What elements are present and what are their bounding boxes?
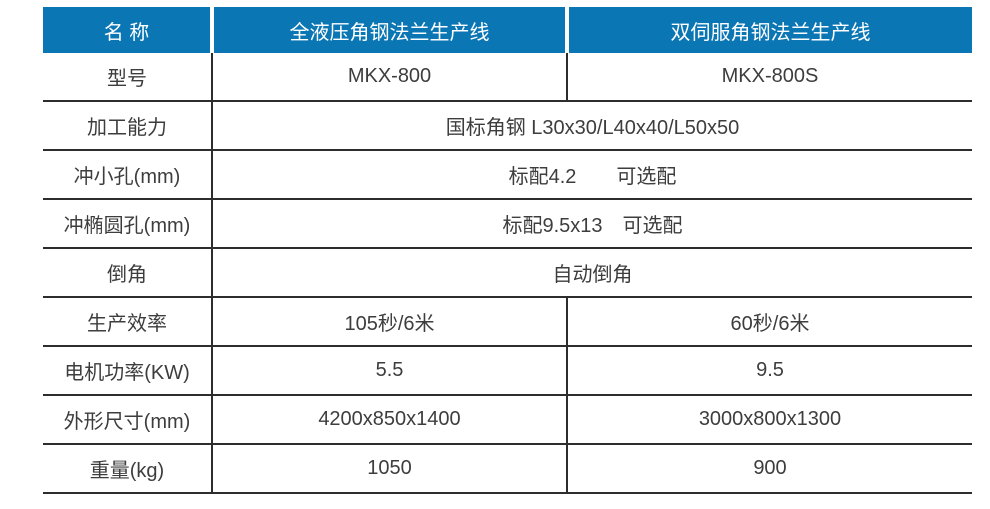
row-label: 重量(kg) <box>43 444 213 494</box>
table-row-motor-power: 电机功率(KW) 5.5 9.5 <box>43 346 972 396</box>
row-value-line2: 60秒/6米 <box>567 297 972 347</box>
row-value-line1: 105秒/6米 <box>212 297 568 347</box>
row-value-line2: 9.5 <box>567 346 972 396</box>
table-row-oval-hole: 冲椭圆孔(mm) 标配9.5x13 可选配 <box>43 199 972 249</box>
row-value-line1: MKX-800 <box>212 53 568 102</box>
row-label: 电机功率(KW) <box>43 346 213 396</box>
header-cell-line1: 全液压角钢法兰生产线 <box>210 7 567 53</box>
table-row-model: 型号 MKX-800 MKX-800S <box>43 53 972 102</box>
table-row-efficiency: 生产效率 105秒/6米 60秒/6米 <box>43 297 972 347</box>
row-value-line1: 1050 <box>212 444 568 494</box>
row-value-line2: MKX-800S <box>567 53 972 102</box>
row-label: 冲椭圆孔(mm) <box>43 199 213 249</box>
product-spec-table: 名 称 全液压角钢法兰生产线 双伺服角钢法兰生产线 型号 MKX-800 MKX… <box>43 7 972 494</box>
table-row-chamfer: 倒角 自动倒角 <box>43 248 972 298</box>
row-value-span: 自动倒角 <box>212 248 972 298</box>
header-cell-line2: 双伺服角钢法兰生产线 <box>565 7 972 53</box>
row-label: 外形尺寸(mm) <box>43 395 213 445</box>
table-row-dimensions: 外形尺寸(mm) 4200x850x1400 3000x800x1300 <box>43 395 972 445</box>
table-header-row: 名 称 全液压角钢法兰生产线 双伺服角钢法兰生产线 <box>43 7 972 53</box>
row-label: 倒角 <box>43 248 213 298</box>
row-value-line2: 3000x800x1300 <box>567 395 972 445</box>
table-row-small-hole: 冲小孔(mm) 标配4.2 可选配 <box>43 150 972 200</box>
row-value-line1: 4200x850x1400 <box>212 395 568 445</box>
row-label: 型号 <box>43 53 213 102</box>
row-value-span: 标配9.5x13 可选配 <box>212 199 972 249</box>
row-value-line2: 900 <box>567 444 972 494</box>
table-row-weight: 重量(kg) 1050 900 <box>43 444 972 494</box>
row-label: 生产效率 <box>43 297 213 347</box>
header-cell-name: 名 称 <box>43 7 212 53</box>
row-label: 冲小孔(mm) <box>43 150 213 200</box>
row-value-span: 标配4.2 可选配 <box>212 150 972 200</box>
row-label: 加工能力 <box>43 101 213 151</box>
table-row-capacity: 加工能力 国标角钢 L30x30/L40x40/L50x50 <box>43 101 972 151</box>
row-value-line1: 5.5 <box>212 346 568 396</box>
row-value-span: 国标角钢 L30x30/L40x40/L50x50 <box>212 101 972 151</box>
